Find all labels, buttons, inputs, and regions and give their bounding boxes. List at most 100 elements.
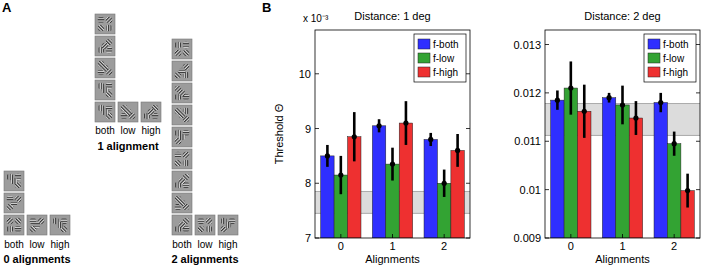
y-tick-label: 7: [305, 232, 311, 244]
error-center: [568, 85, 573, 90]
error-bar: [620, 86, 625, 125]
y-tick: [545, 141, 549, 142]
y-tick: [315, 73, 319, 74]
panel-label: A: [2, 0, 12, 15]
error-center: [685, 188, 690, 193]
y-tick-label: 10: [299, 68, 311, 80]
y-tick: [545, 44, 549, 45]
x-tick: [570, 234, 571, 238]
gabor: [102, 87, 109, 94]
y-tick: [545, 238, 549, 239]
gabor: [7, 226, 14, 233]
y-tick: [466, 73, 470, 74]
patch-bg: [172, 61, 192, 81]
x-tick-label: 0: [568, 240, 574, 252]
group-title: 2 alignments: [171, 253, 238, 265]
gabor: [148, 109, 155, 116]
legend-swatch: [418, 39, 430, 49]
error-center: [633, 115, 638, 120]
bar: [424, 139, 437, 238]
gabor: [206, 226, 213, 233]
x-tick-label: 1: [389, 240, 395, 252]
stimulus-patch: [172, 193, 192, 213]
patch-bg: [4, 193, 24, 213]
y-tick: [696, 92, 700, 93]
gabor: [106, 17, 113, 24]
gabor: [15, 226, 22, 233]
patch-bg: [95, 80, 115, 100]
error-center: [325, 153, 330, 158]
error-bar: [633, 101, 638, 135]
gabor: [34, 222, 41, 229]
legend-label: f-low: [663, 53, 685, 64]
gabor: [179, 112, 186, 119]
error-bar: [606, 93, 611, 103]
legend-swatch: [648, 53, 660, 63]
error-center: [442, 181, 447, 186]
y-axis-label: Threshold Θ: [273, 103, 285, 164]
y-tick: [696, 238, 700, 239]
patch-bg: [95, 36, 115, 56]
gabor: [11, 200, 18, 207]
legend-label: f-high: [433, 67, 458, 78]
y-tick: [466, 183, 470, 184]
figure: Abothlowhigh0 alignmentsbothlowhigh1 ali…: [0, 0, 708, 268]
patch-bg: [4, 171, 24, 191]
gabor: [106, 25, 113, 32]
x-tick-label: 1: [619, 240, 625, 252]
gabor: [98, 25, 105, 32]
error-bar: [325, 145, 330, 167]
gabor: [98, 17, 105, 24]
patch-bg: [172, 215, 192, 235]
bar: [602, 98, 615, 238]
patch-bg: [141, 102, 161, 122]
x-tick: [444, 234, 445, 238]
legend-label: f-high: [663, 67, 688, 78]
patch-bg: [4, 215, 24, 235]
legend-swatch: [648, 67, 660, 77]
gabor: [102, 109, 109, 116]
error-bar: [338, 156, 343, 194]
stimulus-patch: [4, 171, 24, 191]
patch-bg: [95, 58, 115, 78]
gabor: [125, 109, 132, 116]
gabor: [179, 222, 186, 229]
condition-label: both: [95, 125, 114, 136]
gabor: [7, 218, 14, 225]
error-bar: [390, 148, 395, 181]
error-center: [658, 100, 663, 105]
condition-label: low: [29, 239, 45, 250]
x-axis-label: Alignments: [595, 253, 650, 265]
gabor: [102, 43, 109, 50]
legend-swatch: [418, 67, 430, 77]
stimulus-patch: [27, 215, 47, 235]
stimulus-patch: [50, 215, 70, 235]
error-center: [620, 102, 625, 107]
gabor: [183, 152, 190, 159]
y-tick: [696, 189, 700, 190]
gabor: [15, 218, 22, 225]
gabor: [11, 178, 18, 185]
plot-area: [315, 101, 470, 238]
patch-bg: [95, 102, 115, 122]
error-bar: [455, 134, 460, 167]
legend-box: [414, 34, 466, 82]
condition-label: low: [197, 239, 213, 250]
patch-bg: [195, 215, 215, 235]
stimulus-patch: [95, 80, 115, 100]
legend-swatch: [418, 53, 430, 63]
condition-label: both: [172, 239, 191, 250]
stimulus-patch: [172, 149, 192, 169]
x-tick-label: 2: [671, 240, 677, 252]
y-tick-label: 0.01: [520, 184, 541, 196]
condition-label: high: [142, 125, 161, 136]
x-tick-label: 2: [441, 240, 447, 252]
stimulus-patch: [4, 215, 24, 235]
bar: [321, 156, 334, 238]
patch-bg: [172, 83, 192, 103]
stimulus-patch: [172, 83, 192, 103]
stimulus-patch: [195, 215, 215, 235]
gabor: [198, 226, 205, 233]
error-bar: [442, 170, 447, 197]
gabor: [175, 42, 182, 49]
